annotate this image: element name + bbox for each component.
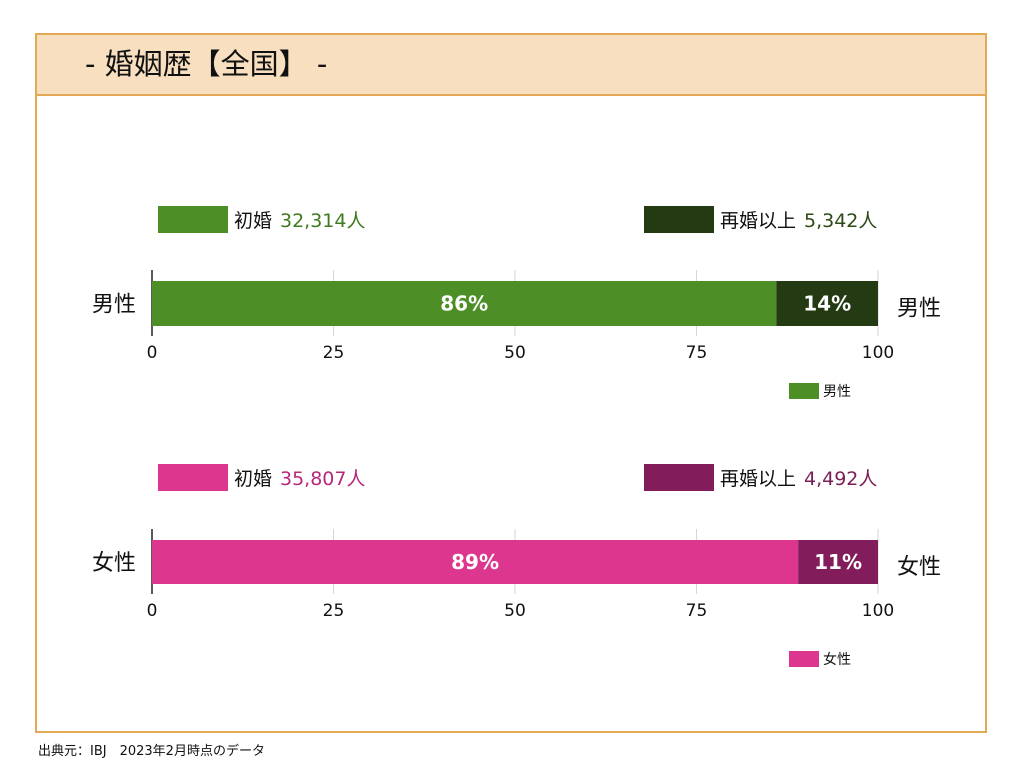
legend-label: 初婚 — [234, 210, 272, 232]
tick-label: 50 — [504, 601, 526, 621]
legend-swatch — [158, 464, 228, 491]
data-label: 11% — [814, 550, 862, 574]
bar-segment-first-marriage — [152, 540, 799, 584]
key-swatch — [789, 383, 819, 399]
data-label: 89% — [451, 550, 499, 574]
legend-label: 初婚 — [234, 468, 272, 490]
legend-swatch — [644, 464, 714, 491]
data-label: 86% — [440, 292, 488, 316]
bar-segment-first-marriage — [152, 281, 777, 326]
row-label-right: 男性 — [897, 297, 941, 322]
legend-count: 35,807人 — [280, 468, 365, 490]
legend-count: 32,314人 — [280, 210, 365, 232]
tick-label: 100 — [862, 601, 894, 621]
source-note: 出典元：IBJ 2023年2月時点のデータ — [38, 744, 265, 759]
row-label-right: 女性 — [897, 555, 941, 580]
legend-count: 5,342人 — [804, 210, 877, 232]
tick-label: 75 — [686, 601, 708, 621]
bar-segment-remarriage — [798, 540, 878, 584]
legend-label: 再婚以上 — [720, 210, 796, 232]
key-label: 男性 — [823, 384, 851, 400]
tick-label: 25 — [323, 601, 345, 621]
data-label: 14% — [803, 292, 851, 316]
tick-label: 50 — [504, 343, 526, 363]
tick-label: 75 — [686, 343, 708, 363]
chart-frame: - 婚姻歴【全国】 - — [35, 33, 987, 733]
tick-label: 0 — [147, 601, 158, 621]
row-label: 男性 — [92, 293, 136, 318]
tick-label: 0 — [147, 343, 158, 363]
legend-swatch — [644, 206, 714, 233]
page-title: - 婚姻歴【全国】 - — [85, 47, 328, 81]
tick-label: 25 — [323, 343, 345, 363]
bar-segment-remarriage — [776, 281, 878, 326]
key-swatch — [789, 651, 819, 667]
legend-label: 再婚以上 — [720, 468, 796, 490]
key-label: 女性 — [823, 651, 851, 668]
title-banner: - 婚姻歴【全国】 - — [37, 35, 985, 96]
row-label: 女性 — [92, 551, 136, 576]
legend-swatch — [158, 206, 228, 233]
legend-count: 4,492人 — [804, 468, 877, 490]
tick-label: 100 — [862, 343, 894, 363]
